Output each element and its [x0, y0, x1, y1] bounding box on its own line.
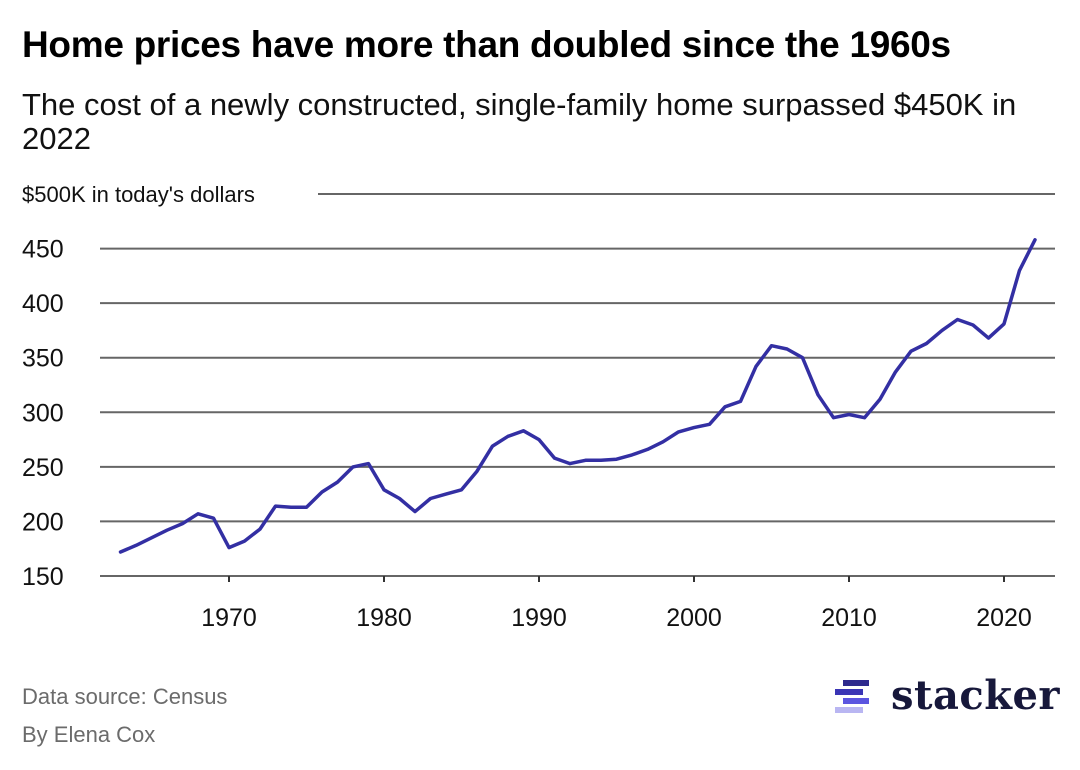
x-tick-label: 2020 [976, 604, 1032, 632]
stacker-logo: stacker [835, 672, 1060, 719]
y-tick-label: 150 [22, 563, 64, 591]
y-tick-label: 450 [22, 236, 64, 264]
x-tick-label: 2010 [821, 604, 877, 632]
y-tick-label: 250 [22, 454, 64, 482]
x-tick-label: 1970 [201, 604, 257, 632]
byline: By Elena Cox [22, 722, 156, 747]
x-tick-label: 2000 [666, 604, 722, 632]
stacker-logo-text: stacker [891, 672, 1061, 719]
stacker-logo-icon [835, 679, 869, 713]
y-tick-label: 200 [22, 508, 64, 536]
y-axis-label: $500K in today's dollars [22, 182, 255, 207]
y-tick-label: 400 [22, 290, 64, 318]
y-tick-label: 300 [22, 399, 64, 427]
data-source: Data source: Census [22, 684, 228, 709]
chart-title: Home prices have more than doubled since… [22, 24, 951, 65]
x-tick-label: 1980 [356, 604, 412, 632]
chart-subtitle: The cost of a newly constructed, single-… [22, 87, 1017, 156]
y-tick-label: 350 [22, 345, 64, 373]
price-line [118, 238, 1037, 554]
x-tick-label: 1990 [511, 604, 567, 632]
